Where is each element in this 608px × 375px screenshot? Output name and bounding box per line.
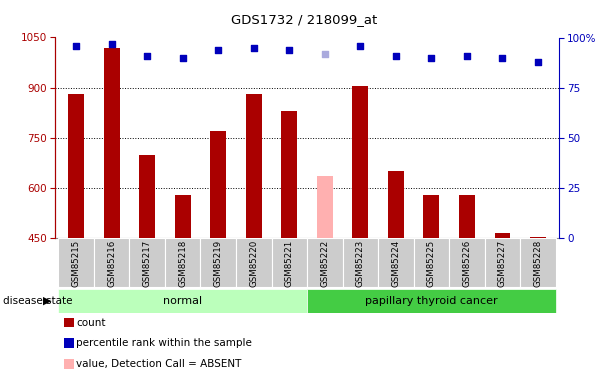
Point xyxy=(391,53,401,58)
Text: disease state: disease state xyxy=(3,296,72,306)
Bar xyxy=(378,238,413,287)
Bar xyxy=(130,238,165,287)
Point xyxy=(462,53,472,58)
Text: normal: normal xyxy=(163,296,202,306)
Bar xyxy=(246,94,261,238)
Bar xyxy=(282,111,297,238)
Bar xyxy=(139,154,155,238)
Text: GSM85227: GSM85227 xyxy=(498,240,507,287)
Text: GSM85225: GSM85225 xyxy=(427,240,436,287)
Text: GDS1732 / 218099_at: GDS1732 / 218099_at xyxy=(231,13,377,26)
Bar xyxy=(342,238,378,287)
Bar xyxy=(201,238,236,287)
Text: percentile rank within the sample: percentile rank within the sample xyxy=(76,338,252,348)
Text: GSM85221: GSM85221 xyxy=(285,240,294,287)
Bar xyxy=(272,238,307,287)
Text: GSM85223: GSM85223 xyxy=(356,240,365,287)
Bar xyxy=(485,238,520,287)
Text: GSM85224: GSM85224 xyxy=(392,240,401,287)
Point xyxy=(497,54,507,60)
Text: GSM85228: GSM85228 xyxy=(534,240,542,287)
Bar xyxy=(459,195,475,238)
Bar xyxy=(94,238,130,287)
Bar xyxy=(423,195,440,238)
Point xyxy=(285,46,294,53)
Bar xyxy=(165,238,201,287)
Bar xyxy=(413,238,449,287)
Point xyxy=(533,58,543,64)
Bar xyxy=(353,86,368,238)
Point xyxy=(249,45,258,51)
Bar xyxy=(388,171,404,238)
Text: GSM85218: GSM85218 xyxy=(178,240,187,287)
Text: GSM85216: GSM85216 xyxy=(107,240,116,287)
Point xyxy=(178,54,187,60)
Point xyxy=(213,46,223,53)
Point xyxy=(71,42,81,48)
Point xyxy=(142,53,152,58)
Point xyxy=(356,42,365,48)
Bar xyxy=(307,238,342,287)
Bar xyxy=(68,94,84,238)
Text: GSM85226: GSM85226 xyxy=(463,240,471,287)
Text: GSM85222: GSM85222 xyxy=(320,240,330,287)
Bar xyxy=(520,238,556,287)
Bar xyxy=(174,195,191,238)
Text: GSM85217: GSM85217 xyxy=(143,240,151,287)
Bar xyxy=(494,233,511,238)
Bar xyxy=(317,176,333,238)
Bar xyxy=(236,238,272,287)
Text: GSM85220: GSM85220 xyxy=(249,240,258,287)
Point xyxy=(320,51,330,57)
Text: GSM85219: GSM85219 xyxy=(213,240,223,287)
Bar xyxy=(530,237,546,238)
Bar xyxy=(58,289,307,313)
Text: GSM85215: GSM85215 xyxy=(72,240,80,287)
Bar xyxy=(58,238,94,287)
Bar xyxy=(103,48,120,238)
Point xyxy=(107,40,117,46)
Text: value, Detection Call = ABSENT: value, Detection Call = ABSENT xyxy=(76,359,241,369)
Text: papillary thyroid cancer: papillary thyroid cancer xyxy=(365,296,498,306)
Text: ▶: ▶ xyxy=(43,296,52,306)
Text: count: count xyxy=(76,318,106,327)
Bar xyxy=(307,289,556,313)
Bar xyxy=(449,238,485,287)
Bar xyxy=(210,131,226,238)
Point xyxy=(427,54,437,60)
